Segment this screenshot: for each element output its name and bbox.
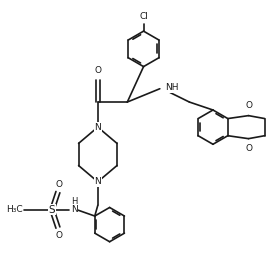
- Text: H: H: [71, 197, 77, 206]
- Text: N: N: [94, 177, 101, 186]
- Text: NH: NH: [165, 83, 179, 92]
- Text: O: O: [56, 231, 63, 240]
- Text: O: O: [94, 66, 101, 75]
- Text: S: S: [49, 205, 55, 215]
- Text: O: O: [56, 180, 63, 188]
- Text: O: O: [245, 144, 252, 153]
- Text: O: O: [245, 101, 252, 110]
- Text: Cl: Cl: [139, 12, 148, 21]
- Text: N: N: [94, 123, 101, 132]
- Text: N: N: [71, 205, 77, 214]
- Text: H₃C: H₃C: [6, 205, 23, 214]
